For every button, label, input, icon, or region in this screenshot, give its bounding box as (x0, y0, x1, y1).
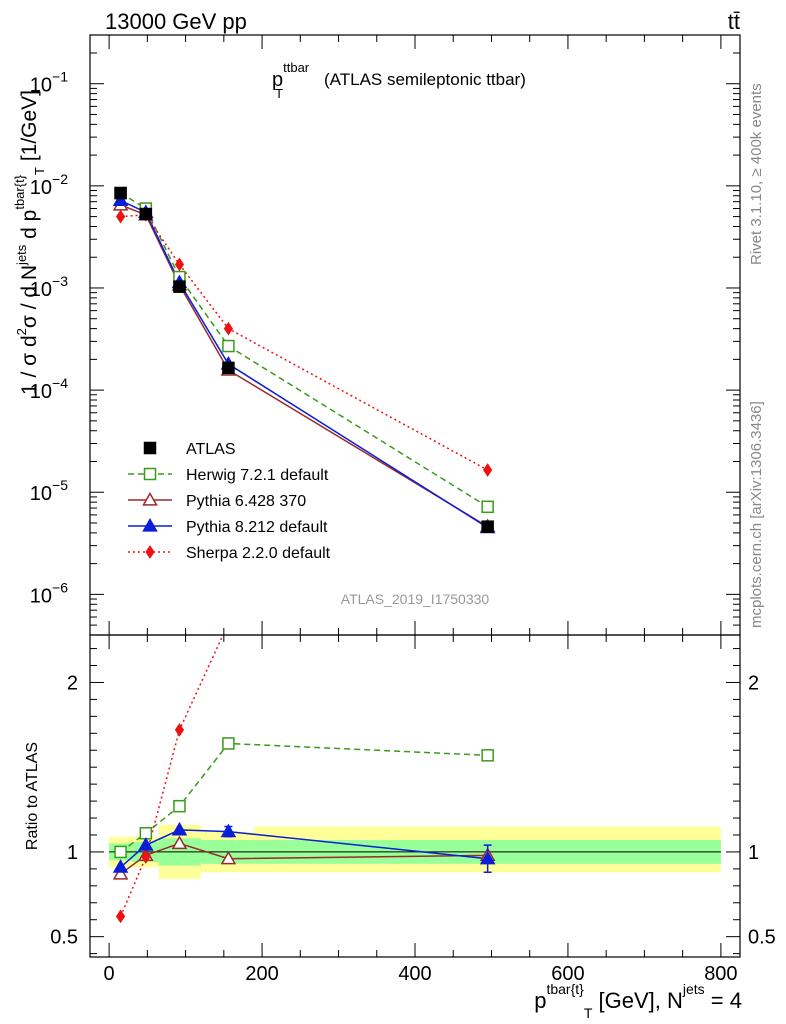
main-line-sherpa-2-2-0-default (120, 214, 489, 471)
ratio-point-pythia-8-212-default (171, 821, 188, 836)
main-point-herwig-7-2-1-default (222, 339, 235, 353)
xtick-label: 200 (245, 963, 278, 985)
main-title: pttbar T (272, 60, 310, 101)
xlabel-sub1: T (584, 1005, 593, 1021)
ratio-ytick-label: 0.5 (50, 927, 78, 949)
legend-marker-pythia-6-428-370 (142, 491, 158, 506)
xlabel: ptbar{t}T [GeV], Njets = 4 (534, 981, 742, 1021)
main-point-sherpa-2-2-0-default (115, 209, 126, 224)
legend-label-atlas: ATLAS (186, 441, 236, 458)
ratio-frame (89, 634, 741, 958)
ratio-point-sherpa-2-2-0-default (224, 617, 232, 629)
main-ytick-label: 10−3 (30, 273, 68, 301)
ratio-point-sherpa-2-2-0-default (115, 909, 126, 924)
main-ylabel: 1 / σ d2σ / d Njets d ptbar{t} T [1/GeV] (12, 90, 47, 395)
main-point-atlas (173, 280, 186, 293)
ylabel-c: d p (18, 210, 41, 245)
header-right: tt̄ (728, 9, 740, 34)
main-ytick-label: 10−6 (30, 579, 68, 607)
xlabel-p: p (534, 988, 546, 1013)
ratio-point-sherpa-2-2-0-default (174, 723, 185, 737)
main-point-atlas (139, 207, 153, 221)
legend-marker-sherpa-2-2-0-default (145, 545, 155, 559)
ratio-point-pythia-8-212-default (479, 850, 496, 865)
analysis-watermark: ATLAS_2019_I1750330 (341, 591, 490, 607)
main-line-herwig-7-2-1-default (120, 192, 489, 508)
ylabel-a: 1 / σ d (18, 335, 41, 395)
legend-marker-herwig-7-2-1-default (143, 467, 157, 481)
ylabel-b: σ / d N (18, 265, 41, 328)
main-point-atlas (222, 361, 235, 375)
ratio-ytick-label: 1 (67, 842, 78, 864)
mcplots-reference-text: mcplots.cern.ch [arXiv:1306.3436] (748, 401, 765, 628)
main-point-sherpa-2-2-0-default (483, 463, 493, 477)
main-point-sherpa-2-2-0-default (174, 257, 185, 272)
ratio-point-pythia-6-428-370 (112, 865, 129, 880)
ratio-ytick-label-right: 1 (748, 842, 759, 864)
ylabel-d: [1/GeV] (18, 90, 41, 167)
main-title-sub: T (275, 86, 283, 101)
ratio-series-group (112, 405, 496, 924)
main-point-herwig-7-2-1-default (481, 500, 494, 514)
ratio-point-herwig-7-2-1-default (173, 799, 186, 813)
ylabel-sup2: 2 (14, 328, 29, 335)
ratio-ytick-label: 2 (67, 672, 78, 694)
main-point-atlas (114, 186, 127, 200)
ratio-point-sherpa-2-2-0-default (141, 850, 151, 864)
xlabel-sup2: jets (682, 981, 705, 997)
ratio-ylabel: Ratio to ATLAS (24, 742, 41, 850)
main-ytick-label: 10−5 (30, 477, 68, 505)
legend-label-pythia-6-428-370: Pythia 6.428 370 (186, 493, 306, 510)
main-title-sup: ttbar (283, 60, 310, 75)
ratio-point-herwig-7-2-1-default (114, 845, 127, 859)
legend-label-pythia-8-212-default: Pythia 8.212 default (186, 519, 328, 536)
main-ytick-label: 10−1 (30, 69, 68, 97)
xtick-label: 600 (551, 963, 584, 985)
main-title-p: p (272, 69, 283, 91)
main-ytick-label: 10−2 (30, 171, 68, 199)
ratio-point-pythia-6-428-370 (220, 850, 237, 865)
main-point-atlas (481, 520, 494, 533)
ratio-point-herwig-7-2-1-default (481, 749, 494, 762)
ratio-point-pythia-8-212-default (138, 837, 154, 851)
xtick-label: 0 (104, 963, 115, 985)
legend-marker-pythia-8-212-default (142, 517, 158, 532)
ratio-point-pythia-8-212-default (112, 859, 129, 873)
main-point-sherpa-2-2-0-default (223, 321, 234, 336)
ratio-point-pythia-6-428-370 (171, 835, 188, 850)
xlabel-sup1: tbar{t} (546, 981, 584, 997)
main-title-rest: (ATLAS semileptonic ttbar) (324, 70, 526, 89)
xlabel-b: [GeV], N (592, 988, 682, 1013)
ylabel-supjets: jets (14, 244, 29, 266)
ylabel-suptbar: tbar{t} (12, 174, 27, 209)
xtick-label: 800 (704, 963, 737, 985)
ratio-point-sherpa-2-2-0-default (484, 405, 492, 417)
header-left: 13000 GeV pp (105, 9, 247, 34)
main-ytick-label: 10−4 (30, 375, 68, 403)
legend-label-sherpa-2-2-0-default: Sherpa 2.2.0 default (186, 545, 331, 562)
ratio-ytick-label-right: 2 (748, 672, 759, 694)
xlabel-c: = 4 (705, 988, 742, 1013)
legend-marker-atlas (143, 441, 157, 455)
ratio-ytick-label-right: 0.5 (748, 927, 776, 949)
ratio-point-pythia-8-212-default (220, 823, 237, 838)
main-series-group (112, 186, 496, 534)
ylabel-subT: T (32, 167, 47, 175)
ratio-point-herwig-7-2-1-default (139, 827, 153, 840)
main-point-pythia-8-212-default (112, 192, 129, 207)
ratio-point-herwig-7-2-1-default (222, 737, 235, 750)
legend-label-herwig-7-2-1-default: Herwig 7.2.1 default (186, 467, 329, 484)
rivet-version-text: Rivet 3.1.10, ≥ 400k events (748, 83, 765, 265)
xtick-label: 400 (398, 963, 431, 985)
legend: ATLAS Herwig 7.2.1 default Pythia 6.428 37… (128, 441, 331, 562)
